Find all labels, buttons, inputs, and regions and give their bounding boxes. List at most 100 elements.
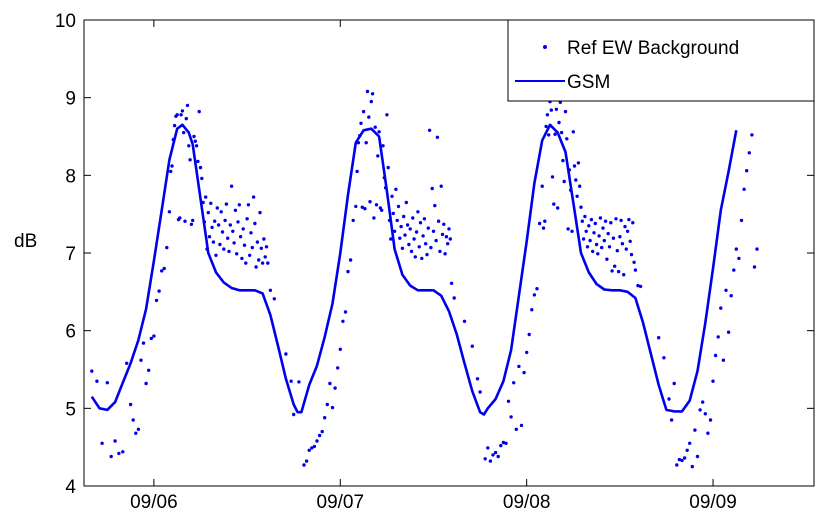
data-point-ref-ew-background-320 [703,412,707,416]
data-point-ref-ew-background-87 [249,231,253,235]
data-point-ref-ew-background-205 [475,377,480,381]
data-point-ref-ew-background-273 [597,234,601,238]
data-point-ref-ew-background-279 [605,257,609,261]
data-point-ref-ew-background-166 [404,200,408,205]
data-point-ref-ew-background-253 [571,130,575,134]
data-point-ref-ew-background-308 [672,381,676,386]
data-point-ref-ew-background-85 [246,203,251,207]
data-point-ref-ew-background-34 [180,109,185,113]
data-point-ref-ew-background-82 [242,243,247,247]
data-point-ref-ew-background-334 [739,218,744,223]
data-point-ref-ew-background-319 [701,400,705,404]
x-tick-label-3: 09/09 [689,492,737,513]
data-point-ref-ew-background-207 [483,457,487,461]
data-point-ref-ew-background-180 [422,217,427,221]
data-point-ref-ew-background-95 [259,246,263,250]
data-point-ref-ew-background-18 [152,334,156,338]
data-point-ref-ew-background-305 [662,356,666,360]
data-point-ref-ew-background-233 [545,113,550,117]
data-point-ref-ew-background-49 [200,176,204,181]
data-point-ref-ew-background-312 [682,456,687,460]
data-point-ref-ew-background-69 [226,236,230,240]
data-point-ref-ew-background-165 [403,233,407,237]
data-point-ref-ew-background-158 [394,187,398,191]
data-point-ref-ew-background-247 [563,109,568,114]
data-point-ref-ew-background-58 [211,240,216,244]
data-point-ref-ew-background-196 [443,252,447,256]
data-point-ref-ew-background-221 [519,423,524,428]
data-point-ref-ew-background-307 [669,418,674,422]
data-point-ref-ew-background-91 [254,265,258,269]
data-point-ref-ew-background-116 [325,402,329,407]
data-point-ref-ew-background-244 [559,130,564,135]
data-point-ref-ew-background-248 [565,137,569,141]
data-point-ref-ew-background-293 [623,224,627,229]
data-point-ref-ew-background-78 [237,203,241,207]
data-point-ref-ew-background-12 [136,427,141,431]
data-point-ref-ew-background-336 [745,169,749,173]
data-point-ref-ew-background-189 [434,238,438,243]
data-point-ref-ew-background-90 [253,221,257,226]
data-point-ref-ew-background-42 [191,218,195,223]
data-point-ref-ew-background-291 [620,242,625,246]
data-point-ref-ew-background-260 [580,219,584,223]
data-point-ref-ew-background-151 [385,113,389,117]
data-point-ref-ew-background-333 [737,256,741,261]
data-point-ref-ew-background-230 [541,226,546,230]
data-point-ref-ew-background-206 [478,390,482,394]
data-point-ref-ew-background-201 [449,281,454,285]
y-tick-label-6: 6 [65,322,76,343]
data-point-ref-ew-background-60 [214,253,218,257]
data-point-ref-ew-background-47 [197,109,201,114]
data-point-ref-ew-background-98 [263,255,267,259]
data-point-ref-ew-background-169 [408,227,412,231]
data-point-ref-ew-background-217 [509,415,513,419]
y-axis-label: dB [14,231,37,252]
data-point-ref-ew-background-76 [235,252,239,256]
data-point-ref-ew-background-179 [421,234,425,238]
data-point-ref-ew-background-92 [255,240,260,244]
data-point-ref-ew-background-55 [207,235,212,239]
legend-label-ref-ew-background: Ref EW Background [567,38,739,59]
data-point-ref-ew-background-119 [333,386,337,390]
data-point-ref-ew-background-64 [219,210,223,214]
y-tick-label-9: 9 [65,89,76,110]
data-point-ref-ew-background-271 [594,242,599,247]
data-point-ref-ew-background-28 [172,123,177,128]
data-point-ref-ew-background-300 [632,260,636,264]
legend-box [507,19,815,102]
data-point-ref-ew-background-228 [537,221,542,226]
data-point-ref-ew-background-26 [170,164,174,168]
data-point-ref-ew-background-210 [491,453,495,457]
data-point-ref-ew-background-339 [752,265,757,269]
data-point-ref-ew-background-326 [719,306,723,310]
data-point-ref-ew-background-236 [549,108,553,112]
data-point-ref-ew-background-161 [398,236,402,240]
data-point-ref-ew-background-331 [732,268,736,272]
data-point-ref-ew-background-304 [657,336,661,340]
data-point-ref-ew-background-71 [228,223,232,227]
data-point-ref-ew-background-35 [182,130,186,135]
data-point-ref-ew-background-145 [377,130,381,134]
data-point-ref-ew-background-211 [493,450,498,455]
data-point-ref-ew-background-182 [425,252,429,257]
x-tick-label-1: 09/07 [317,492,365,513]
data-point-ref-ew-background-267 [589,217,594,222]
data-point-ref-ew-background-328 [724,288,728,292]
y-tick-label-8: 8 [65,166,76,187]
data-point-ref-ew-background-225 [530,308,534,312]
data-point-ref-ew-background-122 [341,319,345,323]
data-point-ref-ew-background-83 [244,261,248,265]
data-point-ref-ew-background-155 [390,194,394,198]
data-point-ref-ew-background-32 [178,216,182,220]
data-point-ref-ew-background-124 [346,269,350,274]
data-point-ref-ew-background-65 [220,230,225,234]
data-point-ref-ew-background-22 [162,266,166,271]
data-point-ref-ew-background-96 [260,261,265,265]
data-point-ref-ew-background-162 [399,224,403,229]
data-point-ref-ew-background-110 [310,446,314,450]
data-point-ref-ew-background-104 [289,379,293,383]
data-point-ref-ew-background-37 [184,116,188,121]
data-point-ref-ew-background-191 [436,219,441,223]
data-point-ref-ew-background-192 [438,249,442,254]
